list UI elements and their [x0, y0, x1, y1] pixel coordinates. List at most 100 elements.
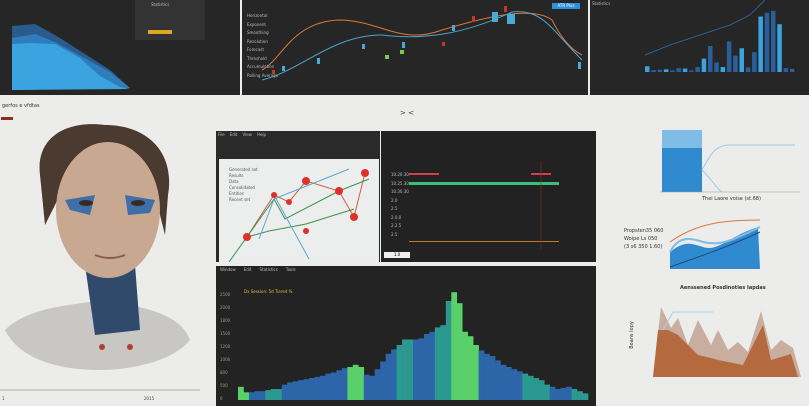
legend-item: Data [229, 179, 239, 184]
histogram-bar [577, 391, 583, 400]
y-tick: 1200 [220, 344, 231, 349]
nav-arrows[interactable]: > < [400, 109, 414, 117]
menu-view[interactable]: View [242, 132, 252, 137]
menu-file[interactable]: File [218, 132, 225, 137]
chart-subtitle: Dx Session: 5d Tiered % [244, 289, 293, 294]
chart-caption: Thei Laore voise (st.68) [702, 196, 761, 202]
legend-label: Statistics [592, 1, 611, 6]
graph-legend: Generated set Results Data Consolidated … [229, 167, 258, 203]
histogram-bar [566, 386, 572, 400]
bar [682, 68, 688, 72]
bar [651, 70, 656, 72]
cyborg-portrait-image [0, 124, 200, 391]
histogram-bar [363, 374, 370, 400]
histogram-bar [402, 339, 408, 400]
bar [745, 67, 751, 72]
chart-label: Woipe Ls 050 [624, 236, 658, 242]
histogram-bar [374, 369, 381, 400]
menu-tools[interactable]: Tools [285, 267, 296, 272]
color-swatch [1, 117, 13, 120]
legend-item: Entities [229, 191, 244, 196]
menu-highlight[interactable] [148, 30, 172, 34]
histogram-bar [544, 384, 551, 400]
row-label: 10.25.30 [391, 180, 409, 186]
histogram-bar [478, 350, 485, 400]
menu-edit[interactable]: Edit [229, 132, 238, 137]
zoom-field[interactable]: 1.0 [384, 252, 410, 258]
graph-canvas[interactable]: Generated set Results Data Consolidated … [219, 159, 379, 262]
row-label: 2.5 [391, 231, 398, 237]
menu-statistics[interactable]: Statistics [259, 267, 278, 272]
histogram-bar [336, 370, 343, 400]
bar [689, 70, 694, 72]
candles [282, 12, 581, 71]
bar [701, 58, 707, 72]
histogram-bar [484, 353, 490, 400]
histogram-bar [341, 368, 348, 400]
histogram-bar [456, 303, 463, 400]
legend-item: Recent set [229, 197, 251, 202]
area-series-1 [12, 43, 130, 90]
section-title: gerfos e vfdtas [2, 103, 40, 109]
chart-title: Aenssened Posdinoties Iapdas [680, 285, 766, 291]
legend-item: Consolidated [229, 185, 256, 190]
histogram-bar [582, 393, 589, 400]
histogram-bar [248, 392, 255, 400]
histogram-bar [303, 379, 310, 400]
histogram-bar [380, 361, 386, 400]
menu-bar: Window Edit Statistics Tools [220, 267, 296, 272]
legend: Horizontal Exponent Smoothing Resolution… [247, 12, 278, 80]
face [56, 142, 160, 278]
bar [708, 46, 713, 72]
axis-label: 2015 [144, 396, 155, 401]
histogram-bar [325, 373, 332, 400]
legend-item: Results [229, 173, 244, 178]
histogram-bar [473, 345, 479, 400]
bar-chart [644, 0, 795, 73]
chart-label: Propsten35 060 [624, 228, 664, 234]
top-middle-panel: Horizontal Exponent Smoothing Resolution… [242, 0, 588, 95]
legend-item: Smoothing [247, 30, 269, 35]
graph-window: File Edit View Help Generated set Result… [216, 131, 380, 262]
bar [764, 12, 770, 72]
histogram-bar [391, 349, 397, 400]
legend-item: Rolling Average [247, 72, 279, 78]
histogram-bar [429, 331, 436, 400]
row-label: 10.30.30 [391, 189, 409, 194]
histogram-bar [270, 389, 277, 400]
histogram-bar [413, 339, 419, 400]
menu-edit[interactable]: Edit [243, 267, 252, 272]
histogram-bar [560, 387, 567, 400]
atr-button[interactable]: ATR Plus [552, 3, 580, 9]
menu-help[interactable]: Help [256, 132, 267, 137]
histogram-bar [396, 345, 403, 400]
histogram-bar [505, 367, 512, 400]
histogram: 2500 2000 1800 1500 1200 1000 800 500 0 [220, 292, 589, 401]
axis-label: 1 [2, 396, 5, 401]
menu-window[interactable]: Window [220, 267, 236, 272]
histogram-bar [555, 389, 561, 400]
neck-armor [85, 265, 140, 335]
line-chart [261, 6, 583, 81]
y-tick: 1000 [220, 357, 231, 362]
row-label: 2.5 [391, 206, 398, 211]
histogram-bar [516, 371, 523, 400]
histogram-bar [434, 327, 441, 400]
right-chart-1 [660, 130, 800, 193]
stats-menu[interactable]: Statistics [135, 0, 205, 40]
histogram-bar [522, 373, 529, 400]
right-chart-2 [669, 219, 761, 269]
row-label: 2.2.5 [391, 223, 402, 228]
shoulders [5, 300, 190, 370]
histogram-bar [418, 338, 425, 400]
legend-item: Exponent [247, 21, 266, 27]
top-left-panel: Statistics [0, 0, 240, 95]
histogram-bar [265, 390, 272, 400]
histogram-bar [281, 384, 288, 400]
histogram-bar [462, 331, 468, 400]
histogram-bar [467, 336, 474, 400]
bar [752, 52, 757, 72]
row-label: 2.0.0 [391, 214, 402, 220]
timeline-tracks [409, 161, 559, 249]
histogram-bar [451, 292, 458, 400]
